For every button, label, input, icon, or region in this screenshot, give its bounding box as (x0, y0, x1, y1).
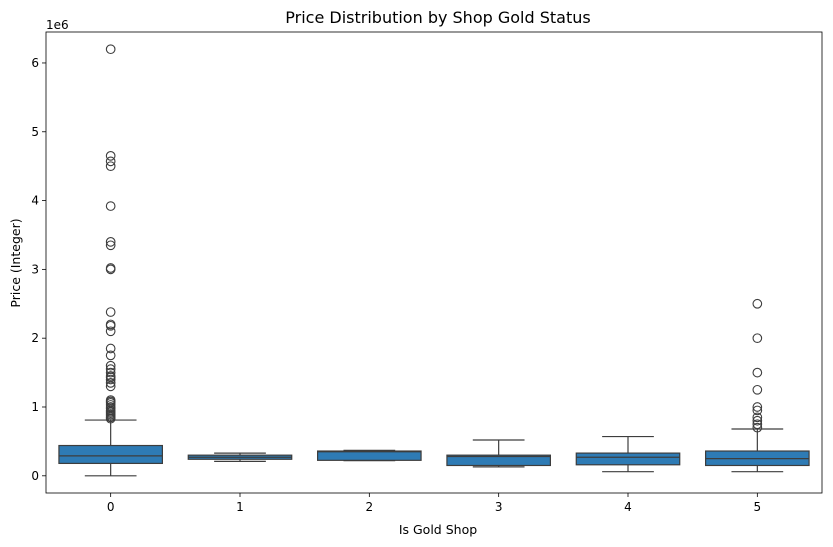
outlier-point (105, 360, 116, 371)
outlier-point (752, 298, 763, 309)
outlier-point (752, 422, 763, 433)
y-tick-label: 0 (31, 469, 39, 483)
outlier-point (105, 395, 116, 405)
outlier-point (105, 263, 116, 273)
x-axis-label: Is Gold Shop (399, 522, 477, 537)
outlier-point (752, 402, 763, 412)
y-axis-label: Price (Integer) (8, 218, 23, 307)
outlier-point (752, 405, 763, 416)
outlier-point (752, 412, 763, 423)
outlier-point (752, 333, 763, 344)
plot-frame (45, 31, 823, 494)
outlier-point (105, 201, 116, 211)
outlier-point (105, 44, 116, 55)
box-group-3 (446, 439, 551, 468)
outlier-point (105, 151, 116, 161)
box-group-2 (317, 449, 422, 462)
y-tick-label: 2 (31, 331, 39, 345)
box-series (58, 44, 810, 477)
outlier-point (105, 161, 116, 172)
outlier-point (105, 237, 116, 247)
outlier-point (105, 319, 116, 330)
outlier-point (105, 350, 116, 361)
outlier-point (105, 367, 116, 378)
iqr-box (446, 454, 551, 467)
box-group-5 (704, 298, 810, 473)
outlier-point (105, 307, 116, 317)
outlier-point (105, 156, 116, 167)
y-axis-ticks: 0 1 2 3 4 5 6 (31, 56, 46, 483)
outlier-point (105, 364, 116, 374)
iqr-box (58, 444, 164, 465)
y-tick-label: 4 (31, 194, 39, 208)
outlier-point (105, 371, 116, 381)
box-group-0 (58, 44, 164, 477)
x-tick-label: 0 (107, 500, 115, 514)
x-tick-label: 3 (495, 500, 503, 514)
y-tick-label: 6 (31, 56, 39, 70)
outlier-point (105, 343, 116, 354)
outlier-point (752, 415, 763, 426)
outlier-point (752, 384, 763, 395)
x-tick-label: 4 (624, 500, 632, 514)
box-group-1 (187, 452, 293, 462)
y-tick-label: 1 (31, 400, 39, 414)
iqr-box (317, 450, 422, 461)
outlier-point (105, 240, 116, 251)
x-tick-label: 1 (236, 500, 244, 514)
chart-title: Price Distribution by Shop Gold Status (285, 8, 590, 27)
outlier-point (105, 378, 116, 388)
x-tick-label: 5 (754, 500, 762, 514)
y-axis-offset-label: 1e6 (46, 18, 69, 32)
outlier-point (752, 367, 763, 378)
outlier-point (105, 326, 116, 337)
y-tick-label: 5 (31, 125, 39, 139)
outlier-point (752, 419, 763, 430)
x-axis-ticks: 0 1 2 3 4 5 (107, 493, 761, 514)
box-group-4 (575, 435, 681, 473)
iqr-box (575, 452, 681, 466)
y-tick-label: 3 (31, 262, 39, 276)
x-tick-label: 2 (366, 500, 374, 514)
